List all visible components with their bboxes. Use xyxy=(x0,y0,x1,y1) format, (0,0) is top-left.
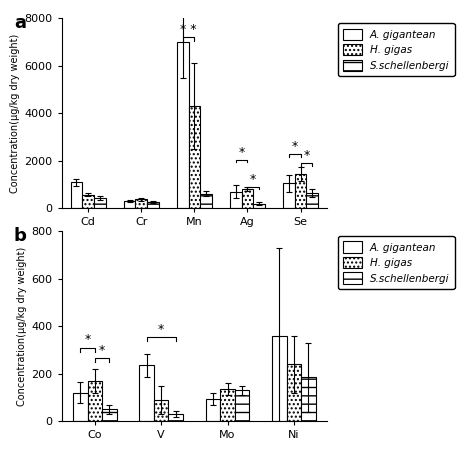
Bar xyxy=(177,42,189,208)
Text: *: * xyxy=(158,323,164,336)
Bar xyxy=(253,204,265,208)
Bar xyxy=(154,400,168,421)
Bar xyxy=(73,393,88,421)
Bar xyxy=(220,389,235,421)
Bar xyxy=(136,199,147,208)
Text: * *: * * xyxy=(180,23,197,36)
Bar xyxy=(88,381,102,421)
Bar xyxy=(283,183,295,208)
Bar xyxy=(189,106,200,208)
Bar xyxy=(82,195,94,208)
Text: *: * xyxy=(303,149,310,163)
Bar xyxy=(147,202,159,208)
Bar xyxy=(295,174,306,208)
Text: *: * xyxy=(99,344,105,357)
Text: b: b xyxy=(14,227,27,245)
Text: *: * xyxy=(238,146,245,159)
Text: a: a xyxy=(14,14,26,32)
Y-axis label: Concentration(μg/kg dry weight): Concentration(μg/kg dry weight) xyxy=(17,246,27,406)
Text: *: * xyxy=(292,140,298,153)
Text: *: * xyxy=(250,173,256,186)
Bar xyxy=(230,192,242,208)
Legend: A. gigantean, H. gigas, S.schellenbergi: A. gigantean, H. gigas, S.schellenbergi xyxy=(337,236,455,289)
Bar xyxy=(287,364,301,421)
Text: *: * xyxy=(84,333,91,346)
Bar xyxy=(124,201,136,208)
Bar xyxy=(139,366,154,421)
Bar xyxy=(206,399,220,421)
Legend: A. gigantean, H. gigas, S.schellenbergi: A. gigantean, H. gigas, S.schellenbergi xyxy=(337,23,455,76)
Bar xyxy=(242,189,253,208)
Bar xyxy=(102,410,117,421)
Bar xyxy=(306,193,318,208)
Bar xyxy=(272,336,287,421)
Bar xyxy=(301,377,316,421)
Bar xyxy=(71,182,82,208)
Bar xyxy=(200,193,212,208)
Bar xyxy=(235,390,249,421)
Y-axis label: Concentration(μg/kg dry weight): Concentration(μg/kg dry weight) xyxy=(10,34,20,193)
Bar xyxy=(168,414,183,421)
Bar xyxy=(94,198,106,208)
